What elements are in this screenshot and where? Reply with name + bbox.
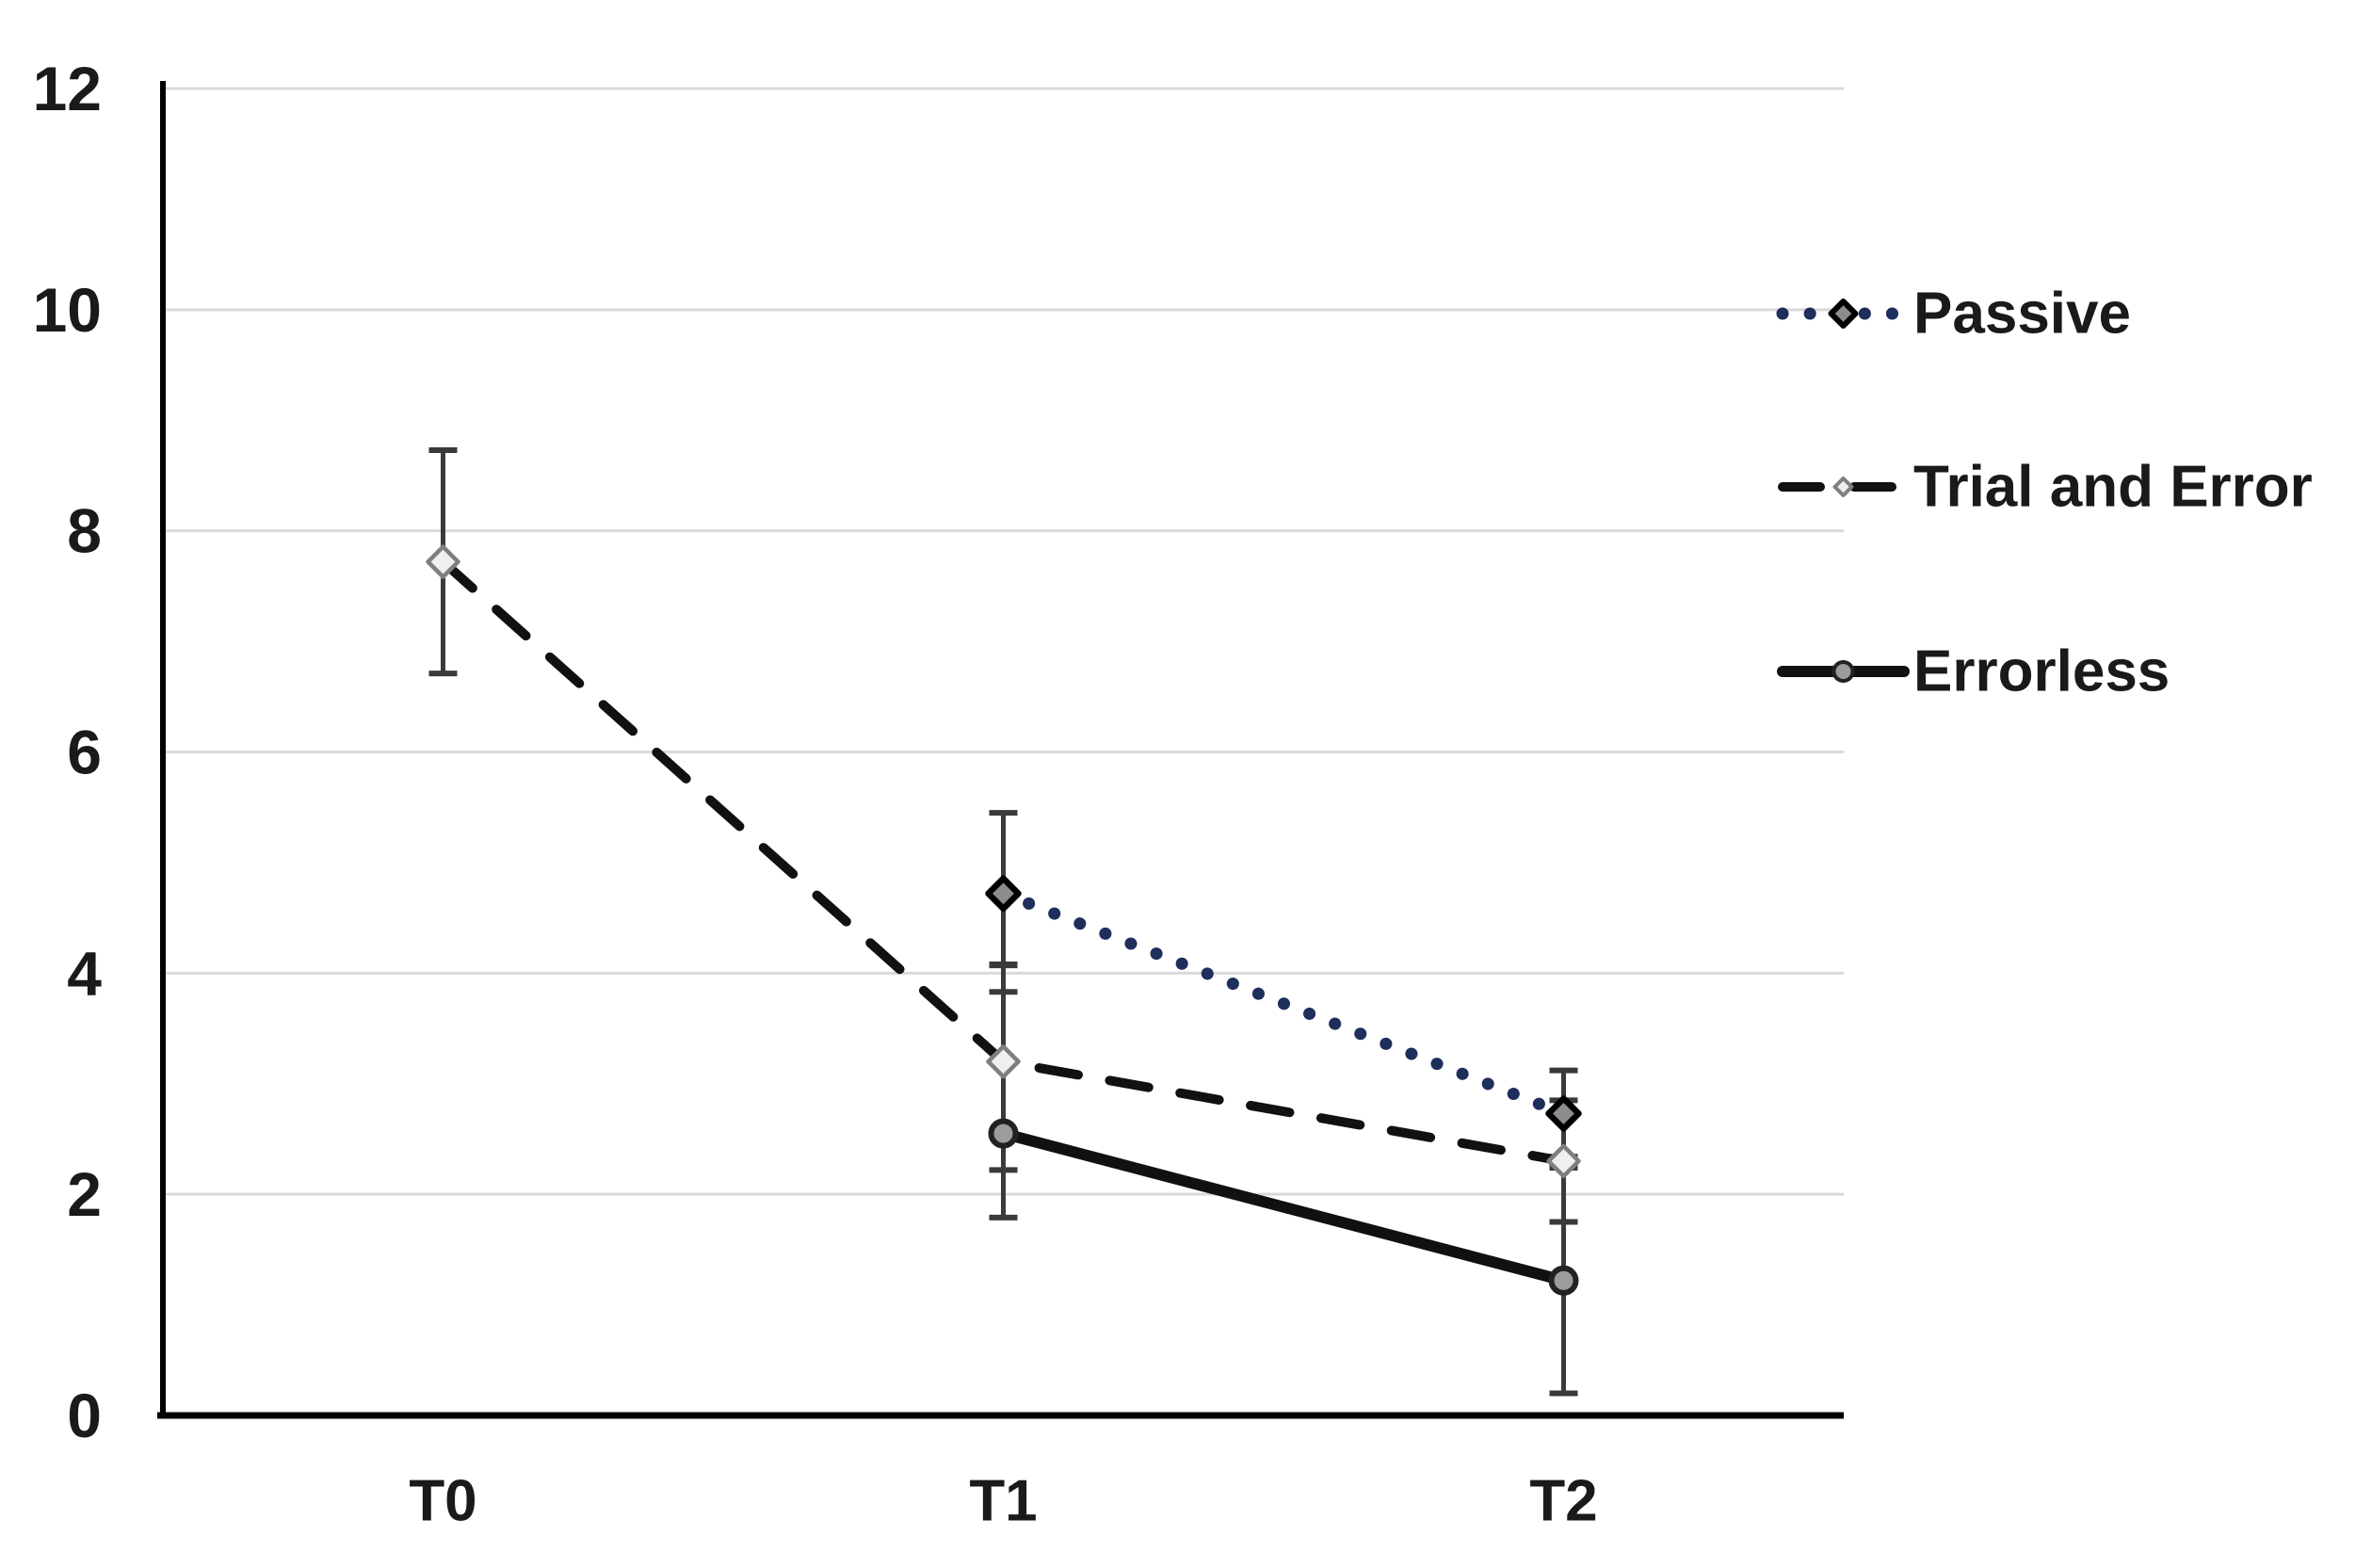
legend-marker-passive bbox=[1828, 299, 1859, 329]
y-tick-label-4: 4 bbox=[67, 938, 102, 1008]
y-tick-label-6: 6 bbox=[67, 718, 102, 787]
series-markers-trial-and-error bbox=[426, 544, 1581, 1179]
error-bar-errorless-t1 bbox=[989, 989, 1018, 1220]
data-point-errorless-t2 bbox=[1548, 1265, 1579, 1296]
data-point-trial-and-error-t2 bbox=[1546, 1143, 1581, 1179]
y-tick-label-2: 2 bbox=[67, 1159, 102, 1229]
legend-label-passive: Passive bbox=[1913, 282, 2131, 347]
data-point-trial-and-error-t0 bbox=[426, 544, 460, 579]
data-point-errorless-t1 bbox=[988, 1118, 1019, 1149]
y-tick-label-8: 8 bbox=[67, 496, 102, 566]
legend-item-trial-and-error: Trial and Error bbox=[1778, 455, 2313, 520]
legend-item-passive: Passive bbox=[1776, 282, 2131, 347]
x-tick-label-t1: T1 bbox=[969, 1469, 1037, 1534]
data-point-passive-t2 bbox=[1545, 1095, 1582, 1132]
y-tick-label-10: 10 bbox=[33, 275, 102, 345]
legend-label-trial-and-error: Trial and Error bbox=[1913, 455, 2313, 520]
error-bars-layer bbox=[428, 446, 1578, 1397]
legend-marker-errorless bbox=[1832, 660, 1855, 683]
y-tick-label-12: 12 bbox=[33, 54, 102, 123]
series-markers-passive bbox=[985, 875, 1582, 1132]
legend-label-errorless: Errorless bbox=[1913, 639, 2170, 704]
x-tick-label-t2: T2 bbox=[1529, 1469, 1597, 1534]
data-point-passive-t1 bbox=[985, 875, 1022, 913]
series-markers-errorless bbox=[988, 1118, 1579, 1296]
legend-marker-trial-and-error bbox=[1832, 477, 1854, 497]
x-tick-label-t0: T0 bbox=[409, 1469, 476, 1534]
y-tick-label-0: 0 bbox=[67, 1381, 102, 1450]
legend-item-errorless: Errorless bbox=[1777, 639, 2170, 704]
series-line-passive bbox=[997, 887, 1570, 1120]
series-line-errorless bbox=[997, 1127, 1570, 1286]
data-point-trial-and-error-t1 bbox=[986, 1044, 1021, 1079]
